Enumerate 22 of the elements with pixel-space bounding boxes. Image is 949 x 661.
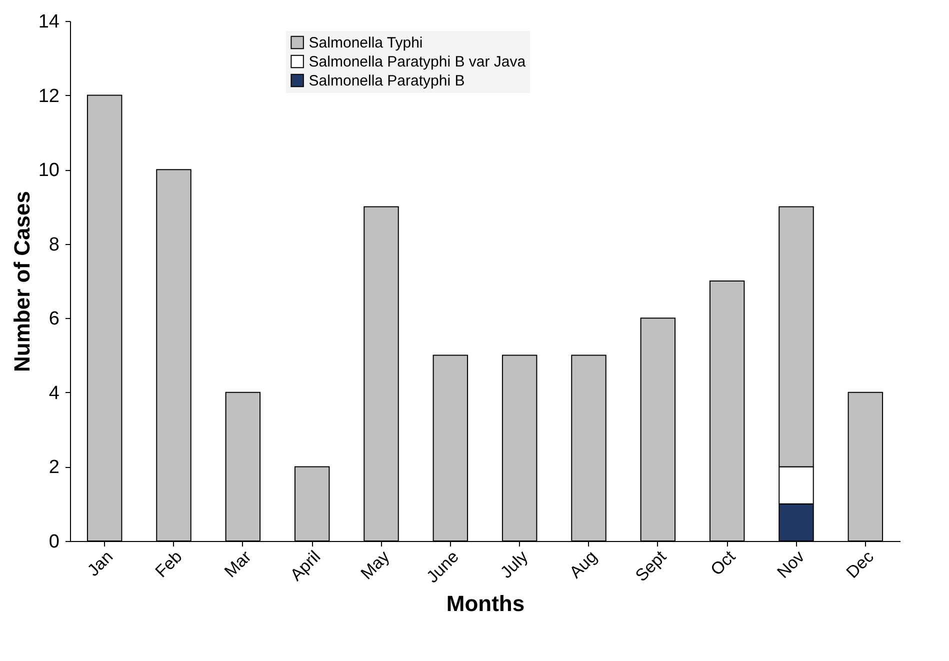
x-tick-label: May	[357, 546, 394, 584]
y-tick-label: 0	[48, 532, 60, 552]
x-tick-label: Feb	[152, 547, 186, 582]
y-tick-label: 14	[38, 12, 60, 32]
x-tick-label: Jan	[84, 547, 117, 580]
y-axis-title: Number of Cases	[9, 191, 34, 372]
legend-label: Salmonella Typhi	[308, 34, 423, 52]
x-tick-label: July	[496, 546, 532, 582]
legend-label: Salmonella Paratyphi B	[308, 72, 465, 90]
legend-label: Salmonella Paratyphi B var Java	[308, 54, 526, 70]
y-tick-label: 6	[48, 308, 60, 330]
x-tick-label: Aug	[566, 547, 601, 582]
y-tick-label: 12	[38, 86, 60, 107]
y-tick-label: 2	[48, 457, 60, 478]
x-tick-label: Oct	[706, 546, 740, 580]
x-tick-label: Dec	[842, 546, 878, 582]
y-tick-label: 10	[38, 160, 60, 182]
y-tick-label: 8	[48, 234, 60, 256]
x-axis-title: Months	[446, 590, 525, 616]
y-tick-label: 4	[48, 382, 60, 404]
x-tick-label: Nov	[773, 546, 809, 582]
x-tick-label: Mar	[220, 546, 256, 582]
